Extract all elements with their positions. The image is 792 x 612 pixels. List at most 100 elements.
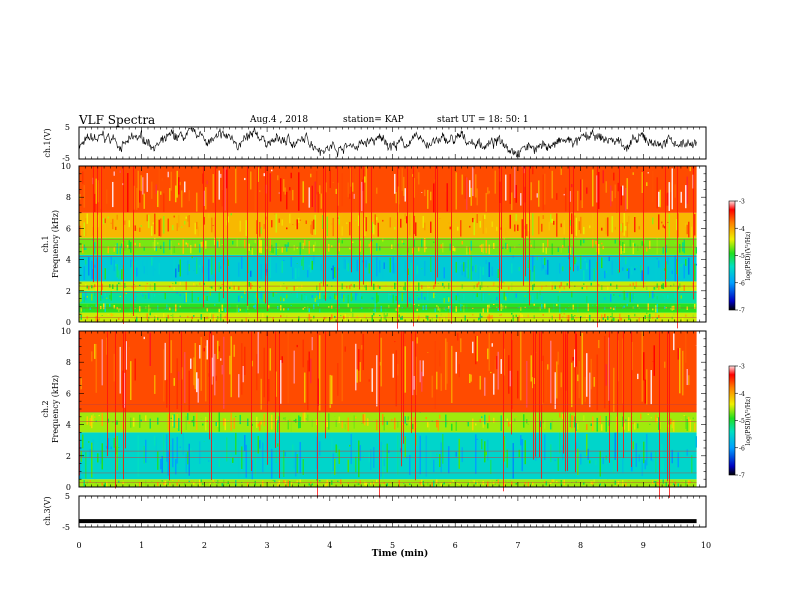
spectrogram-cell xyxy=(506,449,508,468)
spectrogram-cell xyxy=(551,218,553,223)
spectrogram-cell xyxy=(284,451,286,457)
spectrogram-cell xyxy=(94,193,96,212)
spectrogram-cell xyxy=(413,375,415,390)
spectrogram-cell xyxy=(443,286,445,289)
spectrogram-cell xyxy=(376,187,378,194)
spectrogram-cell xyxy=(527,314,529,318)
spectrogram-cell xyxy=(356,293,358,296)
spectrogram-cell xyxy=(214,353,216,396)
spectrogram-cell xyxy=(422,480,424,485)
spectrogram-cell xyxy=(142,177,144,195)
spectrogram-streak xyxy=(535,331,536,457)
spectrogram-cell xyxy=(167,414,169,431)
spectrogram-cell xyxy=(532,284,534,291)
spectrogram-cell xyxy=(569,246,571,255)
spectrogram-cell xyxy=(656,296,658,300)
spectrogram-cell xyxy=(172,225,174,231)
spectrogram-cell xyxy=(194,261,196,275)
spectrogram-cell xyxy=(106,413,108,421)
spectrogram-cell xyxy=(176,291,178,294)
spectrogram-cell xyxy=(185,292,187,303)
spectrogram-cell xyxy=(382,266,384,279)
spectrogram-cell xyxy=(253,256,255,265)
spectrogram-cell xyxy=(620,318,622,321)
spectrogram-cell xyxy=(344,424,346,430)
spectrogram-cell xyxy=(173,245,175,253)
spectrogram-cell xyxy=(257,332,259,374)
spectrogram-cell xyxy=(617,182,619,192)
spectrogram-cell xyxy=(400,480,402,482)
spectrogram-cell xyxy=(568,245,570,254)
spectrogram-cell xyxy=(353,218,355,230)
spectrogram-cell xyxy=(361,181,363,212)
spectrogram-cell xyxy=(473,285,475,289)
spectrogram-cell xyxy=(455,480,457,482)
spectrogram-cell xyxy=(685,314,687,317)
spectrogram-cell xyxy=(214,316,216,321)
spectrogram-cell xyxy=(622,267,624,271)
spectrogram-streak xyxy=(247,166,248,306)
spectrogram-streak xyxy=(115,331,116,489)
spectrogram-cell xyxy=(187,243,189,248)
spectrogram-cell xyxy=(572,415,574,421)
spectrogram-cell xyxy=(437,283,439,284)
spectrogram-cell xyxy=(442,282,444,286)
spectrogram-cell xyxy=(538,216,540,235)
spectrogram-cell xyxy=(481,315,483,319)
spectrogram-cell xyxy=(268,379,270,402)
spectrogram-cell xyxy=(580,179,582,201)
freq-tick-label: 6 xyxy=(66,389,71,398)
spectrogram-cell xyxy=(98,433,100,448)
spectrogram-cell xyxy=(220,286,222,289)
spectrogram-cell xyxy=(659,189,661,208)
spectrogram-cell xyxy=(157,482,159,487)
spectrogram-cell xyxy=(271,482,273,487)
spectrogram-cell xyxy=(532,482,534,486)
spectrogram-cell xyxy=(299,219,301,221)
spectrogram-cell xyxy=(205,345,207,402)
spectrogram-cell xyxy=(268,305,270,309)
spectrogram-cell xyxy=(347,223,349,225)
spectrogram-cell xyxy=(439,350,441,367)
spectrogram-cell xyxy=(443,481,445,485)
spectrogram-streak xyxy=(631,331,632,467)
spectrogram-cell xyxy=(481,244,483,253)
spectrogram-cell xyxy=(400,218,402,228)
spectrogram-cell xyxy=(679,347,681,394)
spectrogram-cell xyxy=(314,214,316,235)
spectrogram-cell xyxy=(383,262,385,269)
spectrogram-cell xyxy=(412,248,414,254)
spectrogram-cell xyxy=(398,314,400,318)
spectrogram-cell xyxy=(371,314,373,322)
spectrogram-cell xyxy=(392,353,394,378)
ch3-ytick-top: 5 xyxy=(65,492,70,501)
spectrogram-streak xyxy=(97,166,98,323)
spectrogram-cell xyxy=(406,423,408,426)
spectrogram-cell xyxy=(446,183,448,212)
spectrogram-cell xyxy=(98,260,100,281)
spectrogram-cell xyxy=(512,443,514,479)
spectrogram-cell xyxy=(536,193,538,198)
spectrogram-cell xyxy=(166,317,168,321)
spectrogram-cell xyxy=(298,217,300,223)
freq-tick-label: 2 xyxy=(66,287,71,296)
spectrogram-cell xyxy=(284,187,286,195)
spectrogram-cell xyxy=(373,224,375,235)
spectrogram-cell xyxy=(148,316,150,319)
spectrogram-cell xyxy=(634,268,636,271)
spectrogram-cell xyxy=(259,294,261,300)
spectrogram-cell xyxy=(614,226,616,230)
spectrogram-streak xyxy=(265,166,266,304)
spectrogram-cell xyxy=(395,283,397,285)
time-tick-label: 6 xyxy=(453,541,458,550)
spectrogram-cell xyxy=(427,189,429,209)
spectrogram-cell xyxy=(635,281,637,288)
spectrogram-cell xyxy=(430,191,432,201)
spectrogram-cell xyxy=(496,296,498,301)
spectrogram-cell xyxy=(511,283,513,290)
spectrogram-cell xyxy=(118,318,120,320)
spectrogram-cell xyxy=(476,293,478,298)
spectrogram-cell xyxy=(298,482,300,485)
spectrogram-cell xyxy=(455,261,457,273)
spectrogram-cell xyxy=(376,355,378,407)
